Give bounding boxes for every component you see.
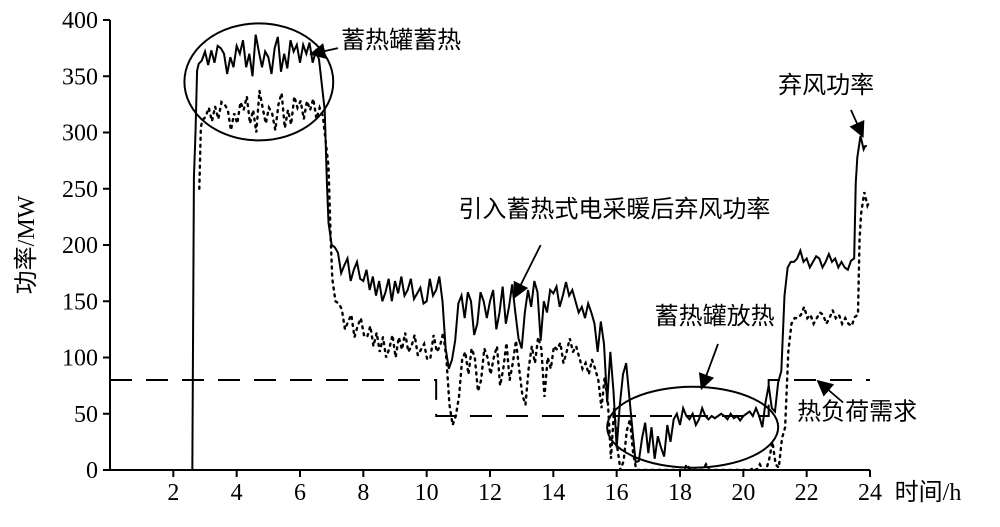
y-tick-label: 200 [62, 233, 98, 259]
annotation-arrow [851, 110, 862, 135]
y-tick-label: 300 [62, 121, 98, 147]
x-tick-label: 12 [478, 480, 502, 506]
annotation-ellipse [184, 23, 333, 140]
x-axis-label: 时间/h [895, 479, 962, 506]
y-tick-label: 100 [62, 346, 98, 372]
annotation-text: 热负荷需求 [797, 398, 917, 425]
y-tick-label: 50 [74, 402, 98, 428]
x-tick-label: 24 [858, 480, 882, 506]
y-tick-label: 250 [62, 177, 98, 203]
x-tick-label: 10 [415, 480, 439, 506]
annotation-text: 蓄热罐蓄热 [341, 27, 461, 54]
y-tick-label: 0 [86, 458, 98, 484]
x-tick-label: 14 [541, 480, 565, 506]
power-time-chart: 0501001502002503003504002468101214161820… [0, 0, 1000, 527]
y-axis-label: 功率/MW [13, 195, 40, 294]
annotation-texts: 蓄热罐蓄热引入蓄热式电采暖后弃风功率蓄热罐放热 弃风功率热负荷需求 [341, 27, 917, 425]
x-tick-label: 6 [294, 480, 306, 506]
x-tick-label: 16 [605, 480, 629, 506]
annotation-text: 弃风功率 [778, 72, 874, 99]
annotation-text: 引入蓄热式电采暖后弃风功率 [458, 196, 770, 223]
series-after-heating [199, 91, 870, 470]
x-tick-label: 4 [231, 480, 243, 506]
x-tick-label: 8 [357, 480, 369, 506]
x-tick-label: 22 [795, 480, 819, 506]
y-tick-label: 350 [62, 64, 98, 90]
annotation-text: 蓄热罐放热 [655, 303, 775, 330]
y-tick-label: 150 [62, 289, 98, 315]
x-tick-label: 2 [167, 480, 179, 506]
x-tick-label: 18 [668, 480, 692, 506]
annotation-arrow [702, 344, 718, 387]
x-tick-label: 20 [731, 480, 755, 506]
plot-area [110, 35, 871, 470]
y-tick-label: 400 [62, 8, 98, 34]
